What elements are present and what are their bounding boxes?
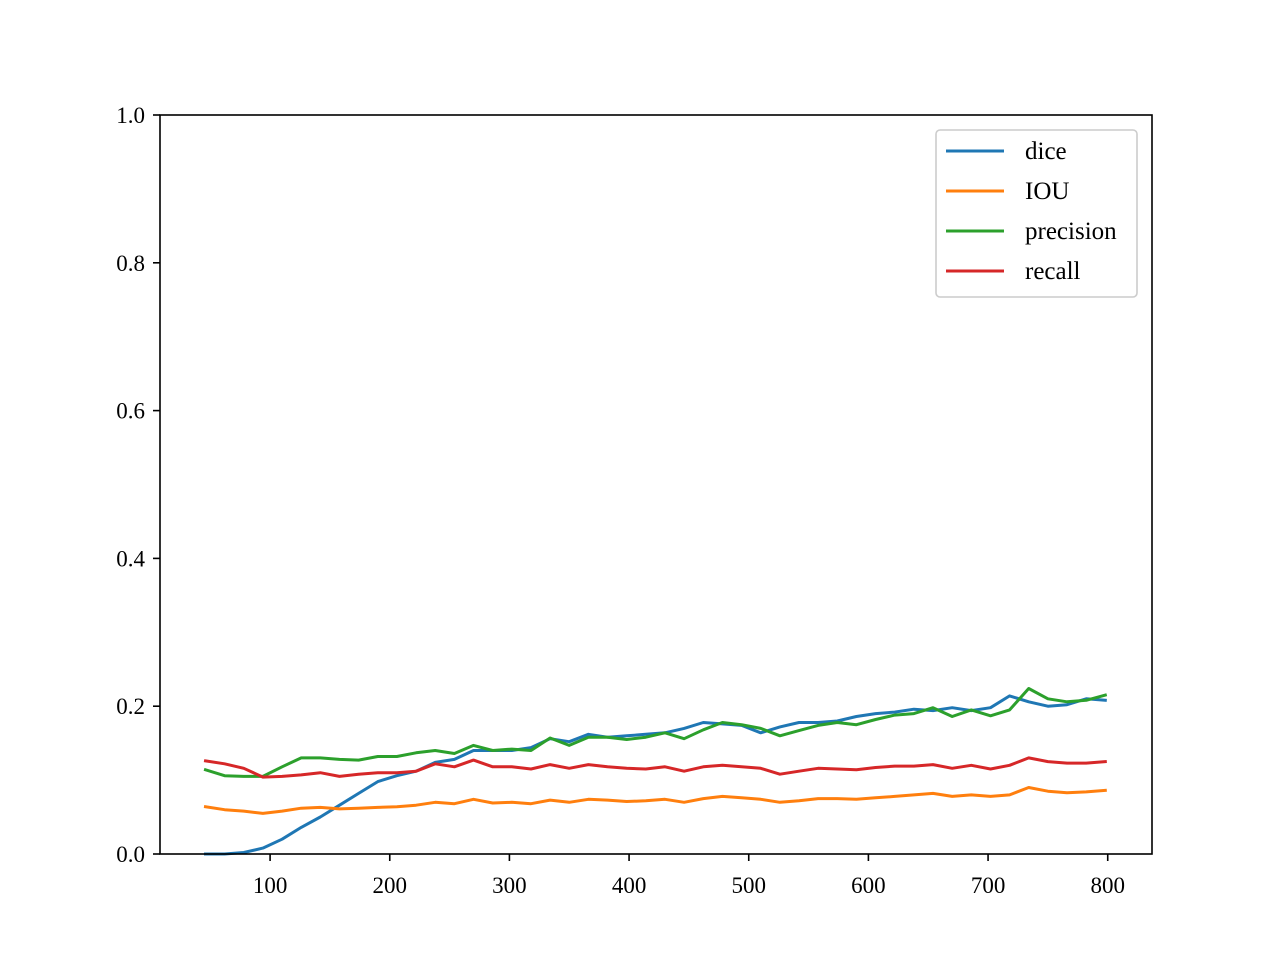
y-tick-label: 1.0	[116, 103, 145, 128]
series-line-iou	[203, 786, 1107, 815]
legend-label-recall: recall	[1025, 258, 1081, 285]
legend-label-precision: precision	[1025, 218, 1117, 245]
x-tick-label: 500	[731, 873, 766, 898]
y-axis: 0.0 0.2 0.4 0.6 0.8 1.0	[116, 103, 160, 867]
series-layer	[203, 687, 1108, 856]
series-line-recall	[203, 756, 1107, 779]
legend-label-dice: dice	[1025, 138, 1067, 165]
x-tick-label: 800	[1090, 873, 1125, 898]
series-line-precision	[203, 687, 1108, 778]
x-tick-label: 300	[492, 873, 527, 898]
x-axis: 100 200 300 400 500 600 700 800	[253, 854, 1125, 898]
legend: dice IOU precision recall	[935, 129, 1138, 298]
y-tick-label: 0.4	[116, 546, 145, 571]
x-tick-label: 700	[971, 873, 1006, 898]
x-tick-label: 200	[373, 873, 408, 898]
legend-label-iou: IOU	[1025, 178, 1069, 205]
y-tick-label: 0.2	[116, 694, 145, 719]
axes-frame	[159, 114, 1153, 855]
y-tick-label: 0.8	[116, 251, 145, 276]
x-tick-label: 100	[253, 873, 288, 898]
legend-box	[935, 129, 1138, 298]
x-tick-label: 600	[851, 873, 886, 898]
y-tick-label: 0.6	[116, 399, 145, 424]
x-tick-label: 400	[612, 873, 647, 898]
y-tick-label: 0.0	[116, 842, 145, 867]
